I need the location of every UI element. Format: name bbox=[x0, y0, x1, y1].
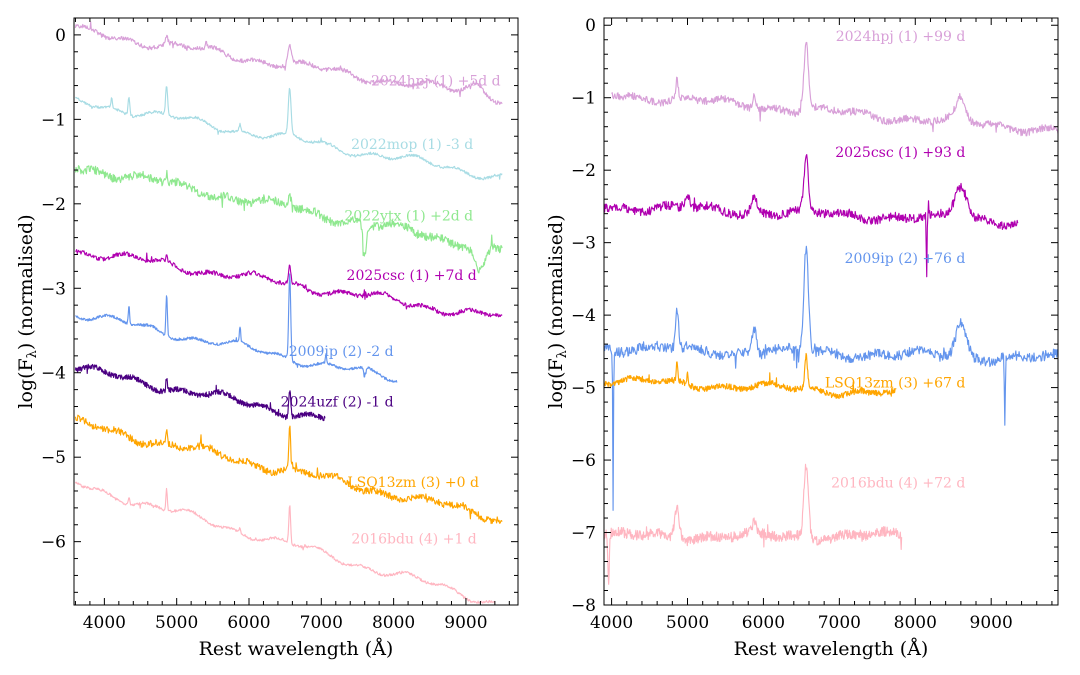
y-tick-label: −4 bbox=[41, 364, 66, 384]
spectrum-line-LSQ13zm bbox=[604, 352, 897, 400]
spectrum-line-2025csc bbox=[604, 154, 1019, 278]
y-tick-label: −1 bbox=[41, 110, 66, 130]
right-panel-spectra: 2024hpj (1) +99 d 2025csc (1) +93 d 2009ip… bbox=[545, 16, 1059, 660]
spectrum-line-2022mop bbox=[74, 86, 503, 181]
spectrum-line-2016bdu bbox=[74, 481, 496, 604]
spectrum-line-2024hpj bbox=[611, 41, 1058, 137]
y-tick-label: −2 bbox=[571, 161, 596, 181]
y-tick-label: −1 bbox=[571, 89, 596, 109]
x-tick-label: 6000 bbox=[227, 613, 270, 633]
y-tick-label: −5 bbox=[41, 448, 66, 468]
spectrum-line-2024uzf bbox=[74, 363, 326, 422]
series-label: LSQ13zm (3) +67 d bbox=[825, 376, 966, 392]
x-tick-label: 9000 bbox=[444, 613, 487, 633]
y-tick-label: −6 bbox=[41, 533, 66, 553]
x-tick-label: 4000 bbox=[83, 613, 126, 633]
left-panel-spectra: 2024hpj (1) +5d d 2022mop (1) -3 d 2022ytx… bbox=[15, 17, 519, 660]
y-tick-label: 0 bbox=[585, 16, 596, 36]
y-axis-label: log(Fλ) (normalised) bbox=[545, 214, 570, 408]
y-tick-label: −3 bbox=[41, 279, 66, 299]
spectra-lines bbox=[604, 41, 1058, 585]
x-tick-label: 5000 bbox=[155, 613, 198, 633]
y-tick-label: −8 bbox=[571, 596, 596, 616]
series-label: LSQ13zm (3) +0 d bbox=[347, 475, 479, 491]
spectrum-line-2022ytx bbox=[74, 165, 503, 274]
x-tick-label: 9000 bbox=[970, 613, 1013, 633]
spectrum-line-2009ip bbox=[75, 273, 398, 383]
y-tick-label: −6 bbox=[571, 451, 596, 471]
series-label: 2024hpj (1) +5d d bbox=[371, 74, 501, 90]
spectra-lines bbox=[74, 21, 503, 604]
y-tick-label: −7 bbox=[571, 524, 596, 544]
x-axis-label: Rest wavelength (Å) bbox=[734, 638, 929, 660]
spectrum-line-LSQ13zm bbox=[74, 414, 503, 525]
series-label: 2022mop (1) -3 d bbox=[351, 137, 473, 153]
x-tick-label: 5000 bbox=[666, 613, 709, 633]
series-label: 2022ytx (1) +2d d bbox=[344, 209, 473, 225]
y-tick-label: 0 bbox=[55, 26, 66, 46]
series-label: 2024hpj (1) +99 d bbox=[836, 29, 966, 45]
axes-frame bbox=[73, 17, 519, 606]
series-label: 2024uzf (2) -1 d bbox=[281, 395, 394, 411]
x-tick-label: 7000 bbox=[818, 613, 861, 633]
x-tick-label: 7000 bbox=[300, 613, 343, 633]
series-label: 2016bdu (4) +72 d bbox=[831, 476, 965, 492]
x-tick-label: 6000 bbox=[742, 613, 785, 633]
series-label: 2016bdu (4) +1 d bbox=[351, 531, 476, 547]
spectrum-line-2016bdu bbox=[604, 463, 903, 585]
spectrum-line-2024hpj bbox=[74, 21, 503, 105]
y-tick-label: −4 bbox=[571, 306, 596, 326]
ticks bbox=[604, 18, 1058, 606]
y-tick-label: −3 bbox=[571, 234, 596, 254]
y-tick-label: −5 bbox=[571, 379, 596, 399]
series-label: 2025csc (1) +93 d bbox=[835, 145, 965, 161]
y-tick-label: −2 bbox=[41, 195, 66, 215]
x-tick-label: 8000 bbox=[894, 613, 937, 633]
series-label: 2025csc (1) +7d d bbox=[347, 268, 477, 284]
x-tick-label: 8000 bbox=[372, 613, 415, 633]
x-tick-label: 4000 bbox=[590, 613, 633, 633]
series-label: 2009ip (2) +76 d bbox=[845, 251, 966, 267]
x-axis-label: Rest wavelength (Å) bbox=[199, 638, 394, 660]
spectrum-line-2009ip bbox=[604, 245, 1058, 511]
spectrum-line-2025csc bbox=[75, 249, 503, 318]
series-label: 2009ip (2) -2 d bbox=[289, 344, 394, 360]
ticks bbox=[74, 17, 518, 605]
y-axis-label: log(Fλ) (normalised) bbox=[15, 214, 40, 408]
axes-frame bbox=[603, 17, 1059, 606]
